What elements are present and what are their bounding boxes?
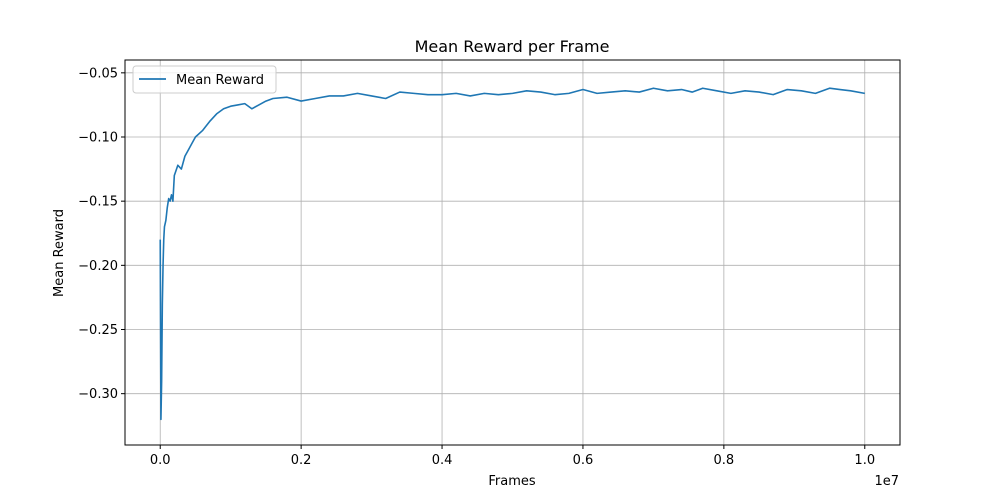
x-tick-label: 0.4 [432,453,453,468]
x-tick-label: 0.8 [714,453,735,468]
y-tick-label: −0.05 [78,66,118,81]
y-axis-label: Mean Reward [52,209,67,297]
plot-frame [124,59,901,446]
y-tick-label: −0.15 [78,195,118,210]
y-tick-label: −0.20 [78,259,118,274]
y-tick-label: −0.25 [78,323,118,338]
x-axis-ticks: 0.0 0.2 0.4 0.6 0.8 1.0 [150,445,875,468]
x-axis-label: Frames [488,474,536,489]
y-axis-ticks: −0.30 −0.25 −0.20 −0.15 −0.10 −0.05 [78,66,125,402]
legend-box [132,65,277,94]
series-layer [159,87,865,421]
series-line-mean-reward [159,87,865,421]
x-tick-label: 1.0 [854,453,875,468]
x-tick-label: 0.0 [150,453,171,468]
chart-title: Mean Reward per Frame [415,37,610,56]
y-tick-label: −0.30 [78,387,118,402]
legend-label: Mean Reward [176,73,264,88]
x-tick-label: 0.2 [291,453,312,468]
grid [125,60,900,445]
legend: Mean Reward [132,65,277,94]
x-axis-offset-text: 1e7 [874,474,899,489]
x-tick-label: 0.6 [573,453,594,468]
y-tick-label: −0.10 [78,131,118,146]
